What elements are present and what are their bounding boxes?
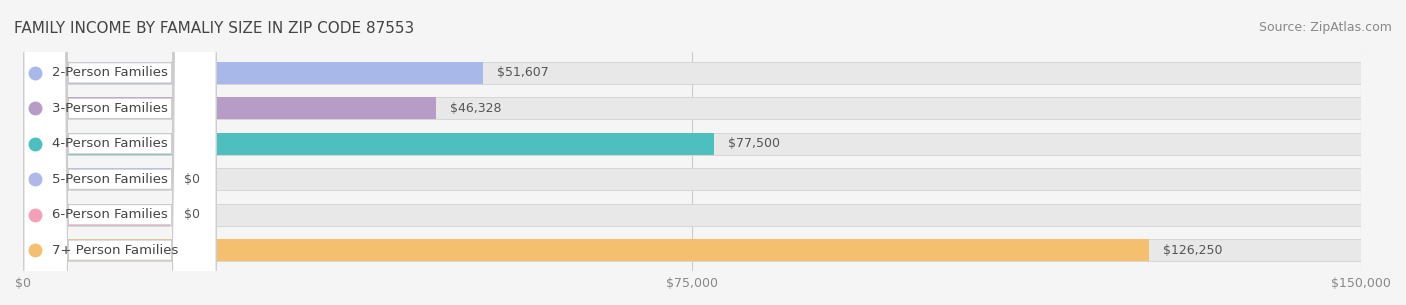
Text: 3-Person Families: 3-Person Families: [52, 102, 167, 115]
FancyBboxPatch shape: [24, 0, 217, 305]
Bar: [22, 133, 1361, 155]
Bar: [22, 204, 1361, 226]
FancyBboxPatch shape: [24, 0, 217, 305]
Bar: [22, 168, 170, 190]
FancyBboxPatch shape: [24, 0, 217, 305]
Text: $51,607: $51,607: [496, 66, 548, 79]
Text: $126,250: $126,250: [1163, 244, 1222, 257]
Bar: [22, 204, 170, 226]
Bar: [22, 97, 1361, 119]
Bar: [22, 62, 1361, 84]
Bar: [22, 168, 1361, 190]
Bar: [22, 97, 436, 119]
Text: 6-Person Families: 6-Person Families: [52, 208, 167, 221]
Text: $0: $0: [184, 208, 200, 221]
FancyBboxPatch shape: [24, 0, 217, 305]
Text: $46,328: $46,328: [450, 102, 501, 115]
Bar: [22, 239, 1361, 261]
Text: 7+ Person Families: 7+ Person Families: [52, 244, 179, 257]
FancyBboxPatch shape: [24, 0, 217, 305]
Text: 5-Person Families: 5-Person Families: [52, 173, 167, 186]
Text: $77,500: $77,500: [728, 137, 780, 150]
Text: $0: $0: [184, 173, 200, 186]
Text: Source: ZipAtlas.com: Source: ZipAtlas.com: [1258, 21, 1392, 34]
Bar: [22, 62, 484, 84]
Text: FAMILY INCOME BY FAMALIY SIZE IN ZIP CODE 87553: FAMILY INCOME BY FAMALIY SIZE IN ZIP COD…: [14, 21, 415, 36]
Bar: [22, 133, 714, 155]
Bar: [22, 239, 1149, 261]
FancyBboxPatch shape: [24, 0, 217, 305]
Text: 2-Person Families: 2-Person Families: [52, 66, 167, 79]
Text: 4-Person Families: 4-Person Families: [52, 137, 167, 150]
